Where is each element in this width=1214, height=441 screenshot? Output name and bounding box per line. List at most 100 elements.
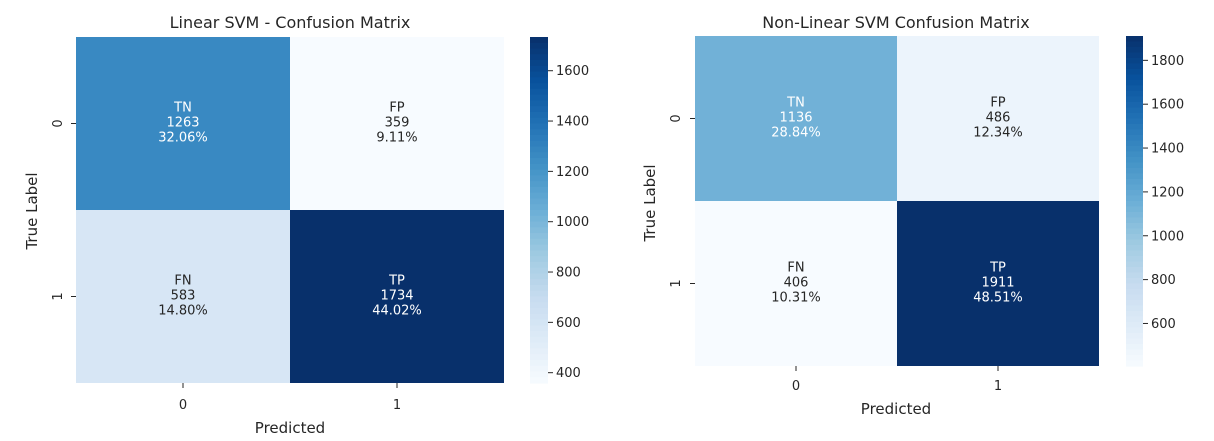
colorbar-segment <box>530 60 548 67</box>
colorbar-segment <box>1126 283 1143 290</box>
heatmap-cell-tp <box>290 210 504 383</box>
colorbar-segment <box>1126 168 1143 175</box>
colorbar-tick-label: 1400 <box>556 115 589 130</box>
colorbar-segment <box>1126 300 1143 307</box>
colorbar-segment <box>530 163 548 171</box>
colorbar-tick-label: 1600 <box>556 64 589 79</box>
colorbar-tick-label: 1200 <box>556 165 589 180</box>
colorbar-tick-label: 400 <box>556 366 581 381</box>
cell-label: FP <box>389 101 404 116</box>
colorbar-segment <box>530 152 548 159</box>
colorbar-segment <box>530 273 548 280</box>
colorbar-segment <box>1126 146 1143 153</box>
heatmap-cell-tn <box>695 36 897 201</box>
colorbar-segment <box>1126 250 1143 257</box>
cell-percent: 44.02% <box>372 304 422 319</box>
colorbar-segment <box>1126 102 1143 109</box>
colorbar-segment <box>1126 124 1143 131</box>
y-tick-label: 1 <box>669 279 684 287</box>
cell-percent: 32.06% <box>158 131 208 146</box>
colorbar-segment <box>530 290 548 298</box>
colorbar-segment <box>530 256 548 263</box>
y-axis-label: True Label <box>641 164 659 242</box>
colorbar-segment <box>530 227 548 234</box>
colorbar-segment <box>1126 338 1143 345</box>
x-axis-label: Predicted <box>255 419 325 437</box>
cell-label: TP <box>989 261 1006 276</box>
cell-percent: 14.80% <box>158 304 208 319</box>
cell-label: TN <box>173 101 192 116</box>
colorbar-segment <box>1126 36 1143 43</box>
colorbar-segment <box>530 238 548 246</box>
colorbar-segment <box>530 129 548 136</box>
colorbar-segment <box>1126 173 1143 180</box>
colorbar-segment <box>530 279 548 286</box>
colorbar-segment <box>530 192 548 200</box>
colorbar-segment <box>1126 63 1143 70</box>
colorbar-segment <box>1126 151 1143 158</box>
colorbar-segment <box>530 146 548 153</box>
colorbar-segment <box>530 233 548 240</box>
colorbar-segment <box>530 135 548 142</box>
colorbar-tick-label: 600 <box>1151 317 1176 332</box>
colorbar-segment <box>1126 311 1143 318</box>
y-tick-label: 0 <box>669 114 684 122</box>
colorbar-segment <box>530 186 548 194</box>
colorbar-segment <box>1126 157 1143 164</box>
cell-label: FN <box>787 261 804 276</box>
colorbar-segment <box>530 250 548 257</box>
colorbar-segment <box>1126 52 1143 59</box>
colorbar-segment <box>530 140 548 148</box>
colorbar-segment <box>530 169 548 176</box>
colorbar-segment <box>1126 96 1143 103</box>
cell-count: 1911 <box>981 276 1014 291</box>
cell-percent: 10.31% <box>771 291 821 306</box>
colorbar-segment <box>1126 261 1143 268</box>
colorbar-segment <box>1126 195 1143 202</box>
colorbar-segment <box>1126 327 1143 334</box>
colorbar-tick-label: 1800 <box>1151 54 1184 69</box>
colorbar-segment <box>530 302 548 309</box>
colorbar-segment <box>1126 47 1143 54</box>
colorbar-segment <box>1126 140 1143 147</box>
colorbar-segment <box>530 313 548 321</box>
linear-svm-panel: Linear SVM - Confusion Matrix Predicted … <box>23 13 589 437</box>
cell-count: 1136 <box>779 111 812 126</box>
colorbar-segment <box>1126 201 1143 208</box>
colorbar-segment <box>1126 228 1143 235</box>
colorbar-segment <box>530 331 548 338</box>
colorbar-segment <box>530 325 548 332</box>
colorbar-segment <box>530 244 548 251</box>
colorbar-segment <box>1126 58 1143 65</box>
colorbar-segment <box>1126 212 1143 219</box>
colorbar-segment <box>1126 245 1143 252</box>
colorbar-segment <box>1126 349 1143 356</box>
cell-count: 1263 <box>166 116 199 131</box>
colorbar-segment <box>1126 206 1143 213</box>
colorbar-segment <box>530 342 548 349</box>
colorbar-segment <box>1126 85 1143 92</box>
colorbar-segment <box>530 221 548 228</box>
heatmap-cell-tp <box>897 201 1099 366</box>
colorbar-segment <box>530 158 548 165</box>
colorbar-segment <box>1126 289 1143 296</box>
y-tick-label: 0 <box>51 119 66 127</box>
heatmap-cell-fn <box>76 210 290 383</box>
colorbar-segment <box>1126 135 1143 142</box>
colorbar-segment <box>530 308 548 315</box>
colorbar-segment <box>1126 162 1143 169</box>
chart-title: Non-Linear SVM Confusion Matrix <box>762 13 1030 32</box>
colorbar-tick-label: 1600 <box>1151 98 1184 113</box>
colorbar-segment <box>530 296 548 303</box>
colorbar-tick-label: 800 <box>556 266 581 281</box>
colorbar-segment <box>530 88 548 96</box>
colorbar-segment <box>530 354 548 361</box>
colorbar-segment <box>1126 316 1143 323</box>
cell-label: TP <box>388 274 405 289</box>
colorbar-segment <box>1126 91 1143 98</box>
colorbar-segment <box>530 365 548 373</box>
colorbar-segment <box>1126 113 1143 120</box>
colorbar-segment <box>530 198 548 205</box>
x-tick-label: 1 <box>994 379 1002 394</box>
